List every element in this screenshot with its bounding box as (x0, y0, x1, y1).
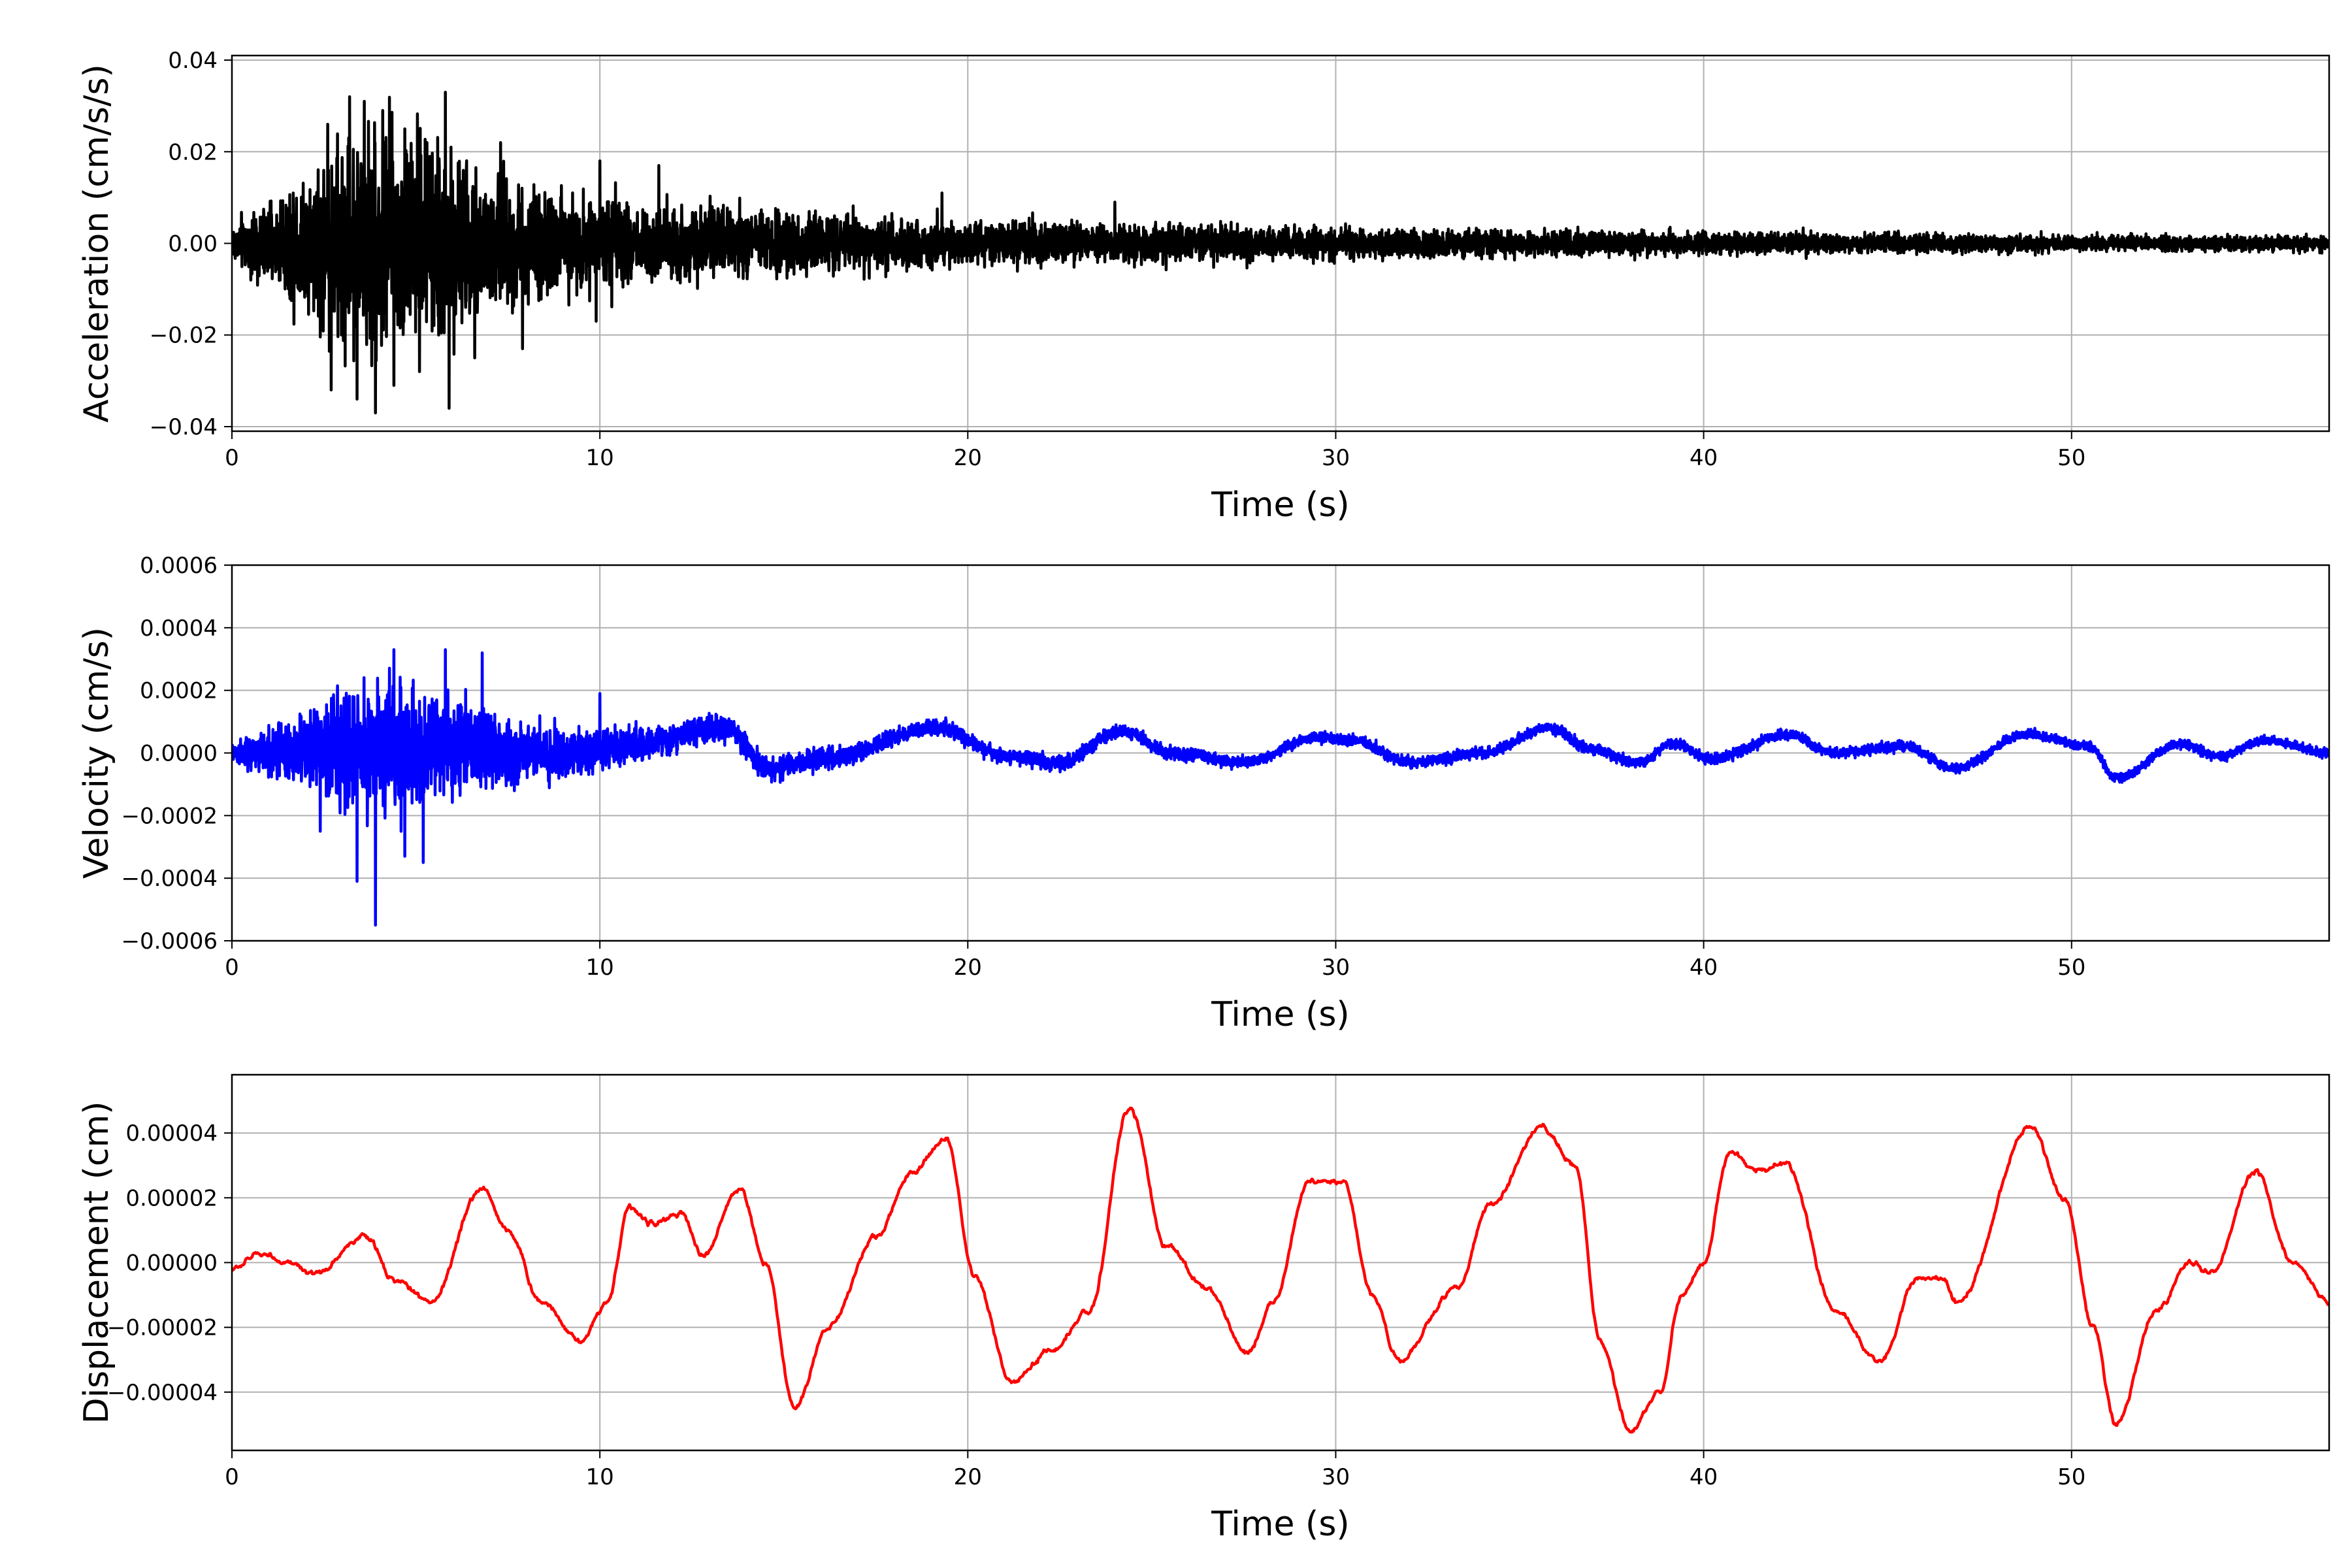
y-tick-label: 0.0006 (140, 553, 218, 579)
x-axis-label: Time (s) (1211, 1505, 1349, 1544)
x-tick-label: 50 (2057, 1464, 2085, 1490)
x-tick-label: 10 (586, 955, 614, 981)
y-axis-label: Acceleration (cm/s/s) (77, 64, 116, 423)
y-tick-label: 0.0000 (140, 741, 218, 767)
x-tick-label: 0 (225, 955, 239, 981)
x-tick-label: 30 (1322, 445, 1350, 471)
y-tick-label: 0.0004 (140, 615, 218, 642)
series-line (232, 1106, 2329, 1434)
y-axis-label: Displacement (cm) (77, 1102, 116, 1424)
y-tick-label: 0.00004 (125, 1120, 218, 1147)
x-tick-label: 40 (1690, 445, 1718, 471)
series-line (232, 648, 2329, 927)
x-tick-label: 20 (954, 445, 982, 471)
y-tick-label: −0.00002 (107, 1315, 218, 1341)
y-tick-label: 0.02 (168, 139, 218, 165)
x-tick-label: 10 (586, 445, 614, 471)
y-tick-label: −0.0006 (122, 928, 218, 955)
panel-displacement: 0 10 20 30 40 50 −0.00004 −0.00002 0.00000 0.0000… (77, 1073, 2330, 1544)
x-tick-label: 10 (586, 1464, 614, 1490)
y-tick-label: −0.0002 (122, 803, 218, 829)
y-tick-label: −0.00004 (107, 1380, 218, 1406)
series-line (232, 90, 2329, 415)
y-tick-label: −0.04 (150, 414, 218, 440)
y-tick-label: 0.04 (168, 48, 218, 74)
y-tick-label: 0.00 (168, 231, 218, 257)
x-tick-label: 50 (2057, 445, 2085, 471)
x-tick-label: 0 (225, 1464, 239, 1490)
x-tick-label: 30 (1322, 1464, 1350, 1490)
x-axis-label: Time (s) (1211, 485, 1349, 525)
y-axis-label: Velocity (cm/s) (77, 627, 116, 879)
x-tick-label: 40 (1690, 1464, 1718, 1490)
x-tick-label: 20 (954, 955, 982, 981)
panel-acceleration: 0 10 20 30 40 50 −0.04 −0.02 0.00 0.02 0.04 Time (… (77, 48, 2330, 525)
y-tick-label: −0.02 (150, 323, 218, 349)
x-axis-label: Time (s) (1211, 995, 1349, 1034)
y-tick-label: 0.00002 (125, 1185, 218, 1211)
x-tick-label: 0 (225, 445, 239, 471)
y-tick-label: 0.00000 (125, 1250, 218, 1277)
x-tick-label: 30 (1322, 955, 1350, 981)
y-tick-label: −0.0004 (122, 866, 218, 892)
y-tick-label: 0.0002 (140, 678, 218, 704)
x-tick-label: 20 (954, 1464, 982, 1490)
x-tick-label: 50 (2057, 955, 2085, 981)
panel-velocity: 0 10 20 30 40 50 −0.0006 −0.0004 −0.0002 0.0000 0.… (77, 553, 2330, 1034)
x-tick-label: 40 (1690, 955, 1718, 981)
